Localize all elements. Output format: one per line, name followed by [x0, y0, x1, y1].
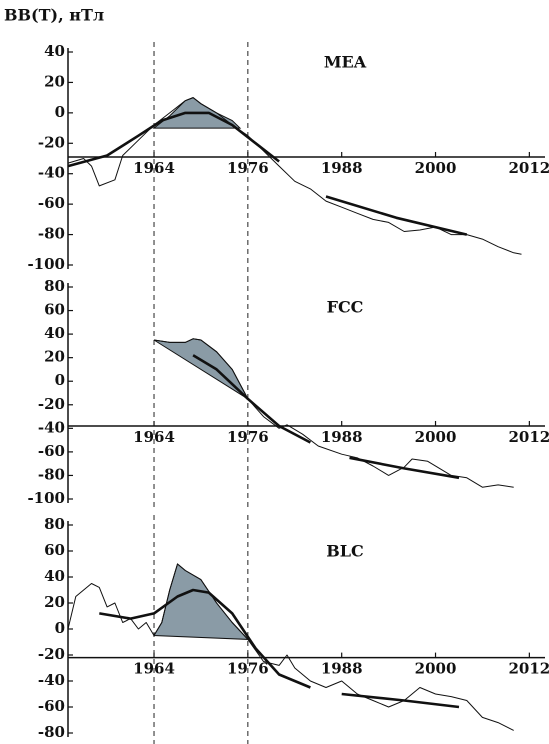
x-tick-label: 1964 [133, 159, 175, 177]
y-tick-label: 20 [44, 348, 65, 366]
panel-title: MEA [324, 53, 367, 72]
y-tick-label: 20 [44, 593, 65, 611]
x-tick-label: 2012 [508, 159, 549, 177]
y-tick-label: 40 [44, 324, 65, 342]
y-tick-label: -60 [38, 697, 65, 715]
y-tick-label: -100 [27, 255, 65, 273]
x-tick-label: 1976 [227, 428, 269, 446]
y-tick-label: 0 [55, 103, 65, 121]
data-line [67, 563, 514, 731]
y-tick-label: 40 [44, 42, 65, 60]
shaded-area [153, 338, 250, 401]
y-tick-label: 0 [55, 619, 65, 637]
y-tick-label: -60 [38, 194, 65, 212]
y-tick-label: 20 [44, 72, 65, 90]
x-tick-label: 1988 [321, 660, 363, 678]
y-tick-label: -20 [38, 395, 65, 413]
y-axis-label: BB(T), нТл [4, 6, 104, 25]
panel-title: FCC [327, 298, 364, 317]
y-tick-label: 0 [55, 371, 65, 389]
x-tick-label: 1988 [321, 428, 363, 446]
x-tick-label: 1964 [133, 428, 175, 446]
y-tick-label: 80 [44, 515, 65, 533]
x-tick-label: 2000 [415, 660, 457, 678]
y-tick-label: 80 [44, 277, 65, 295]
x-tick-label: 1976 [227, 159, 269, 177]
panel-title: BLC [326, 542, 364, 561]
trend-line [325, 195, 468, 236]
trend-line [67, 111, 280, 168]
y-tick-label: -80 [38, 723, 65, 741]
y-tick-label: -80 [38, 465, 65, 483]
x-tick-label: 2012 [508, 660, 549, 678]
y-tick-label: 40 [44, 567, 65, 585]
trend-line [192, 354, 312, 444]
x-tick-label: 1988 [321, 159, 363, 177]
y-tick-label: -20 [38, 133, 65, 151]
x-tick-label: 2000 [415, 159, 457, 177]
y-tick-label: -20 [38, 645, 65, 663]
trend-line [349, 456, 460, 480]
y-tick-label: 60 [44, 541, 65, 559]
y-tick-label: 60 [44, 301, 65, 319]
y-tick-label: -40 [38, 418, 65, 436]
x-tick-label: 2000 [415, 428, 457, 446]
x-tick-label: 2012 [508, 428, 549, 446]
x-tick-label: 1964 [133, 660, 175, 678]
y-tick-label: -80 [38, 225, 65, 243]
y-tick-label: -40 [38, 671, 65, 689]
y-tick-label: -40 [38, 164, 65, 182]
trend-line [341, 692, 460, 709]
x-tick-label: 1976 [227, 660, 269, 678]
data-line [67, 97, 522, 255]
y-tick-label: -100 [27, 489, 65, 507]
trend-line [99, 588, 311, 689]
y-tick-label: -60 [38, 442, 65, 460]
